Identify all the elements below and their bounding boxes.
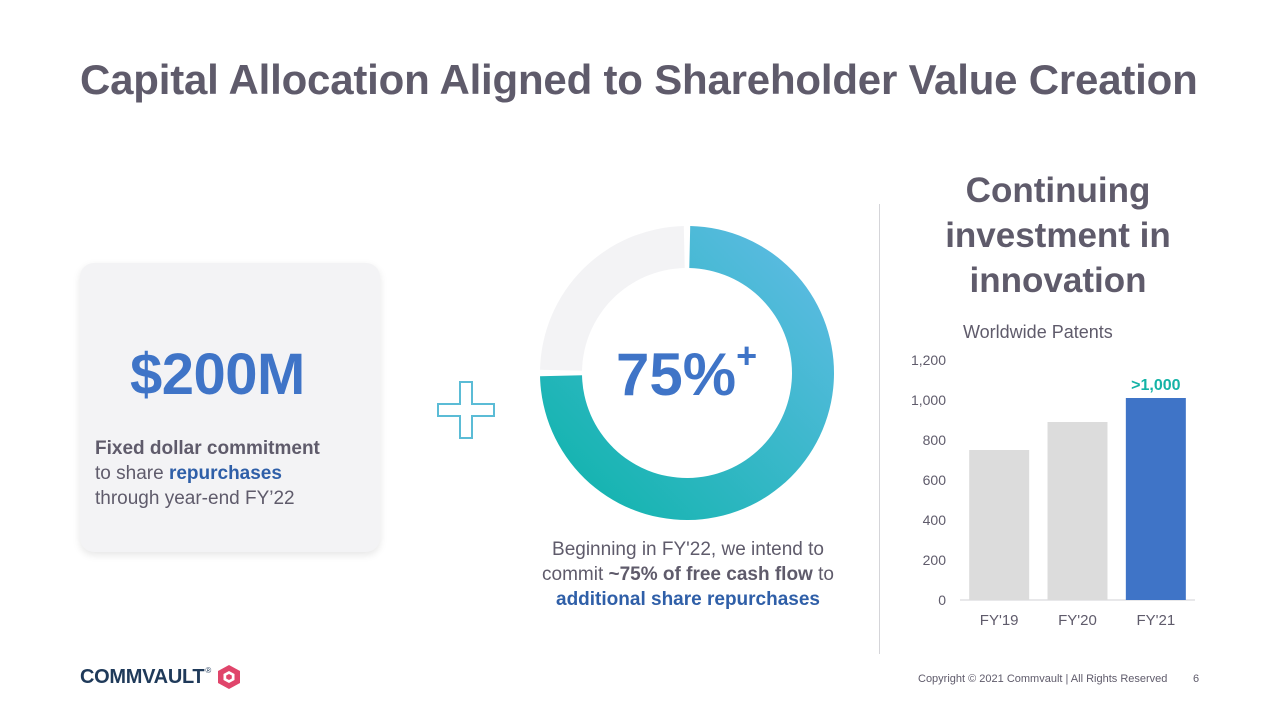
x-tick-label: FY'20: [1058, 612, 1097, 629]
bar: [969, 450, 1030, 600]
y-tick-label: 0: [938, 592, 946, 608]
donut-remainder-segment: [540, 226, 685, 371]
donut-caption: Beginning in FY'22, we intend to commit …: [506, 537, 870, 612]
data-label: >1,000: [1131, 377, 1180, 394]
bar: [1125, 398, 1186, 600]
innovation-heading: Continuing investment in innovation: [918, 168, 1198, 303]
donut-percent-label: 75%+: [616, 335, 757, 409]
y-tick-label: 600: [923, 472, 947, 488]
caption-line2-post: to: [812, 564, 834, 585]
caption-line2-pre: commit: [542, 564, 609, 585]
heading-line-2: investment in: [945, 216, 1171, 255]
heading-line-1: Continuing: [965, 171, 1151, 210]
patents-bar-chart: 0 200 400 600 800 1,000 1,200 FY'19 FY'20 FY'21 >1…: [911, 352, 1195, 629]
commitment-line1: Fixed dollar commitment: [95, 438, 320, 459]
x-tick-label: FY'21: [1136, 612, 1175, 629]
y-tick-label: 1,000: [911, 392, 946, 408]
y-tick-label: 800: [923, 432, 947, 448]
y-tick-label: 200: [923, 552, 947, 568]
commvault-logo: COMMVAULT ®: [80, 662, 241, 692]
copyright-notice: Copyright © 2021 Commvault | All Rights …: [918, 673, 1168, 685]
repurchase-commitment-card: $200M Fixed dollar commitment to share r…: [80, 263, 380, 552]
commitment-description: Fixed dollar commitment to share repurch…: [95, 436, 320, 511]
logo-cube-icon: [218, 665, 241, 689]
caption-line2-bold: ~75% of free cash flow: [608, 564, 813, 585]
commitment-line2-pre: to share: [95, 463, 169, 484]
y-tick-label: 400: [923, 512, 947, 528]
chart-title: Worldwide Patents: [963, 322, 1113, 342]
slide-title: Capital Allocation Aligned to Shareholde…: [80, 56, 1198, 103]
plus-icon: [437, 381, 495, 439]
x-tick-label: FY'19: [980, 612, 1019, 629]
commitment-line2-bold: repurchases: [168, 463, 282, 484]
caption-line1: Beginning in FY'22, we intend to: [552, 539, 824, 560]
fcf-donut-chart: [540, 226, 834, 521]
bar: [1047, 422, 1108, 600]
logo-trademark: ®: [205, 666, 212, 675]
y-tick-label: 1,200: [911, 352, 946, 368]
donut-percent-value: 75%: [616, 341, 737, 408]
logo-text: COMMVAULT: [80, 665, 205, 688]
commitment-line3: through year-end FY’22: [95, 488, 295, 509]
vertical-divider: [879, 204, 880, 654]
heading-line-3: innovation: [969, 261, 1147, 300]
donut-percent-plus: +: [736, 335, 758, 376]
commitment-amount: $200M: [130, 342, 305, 407]
page-number: 6: [1193, 673, 1200, 685]
caption-line3: additional share repurchases: [556, 589, 820, 610]
